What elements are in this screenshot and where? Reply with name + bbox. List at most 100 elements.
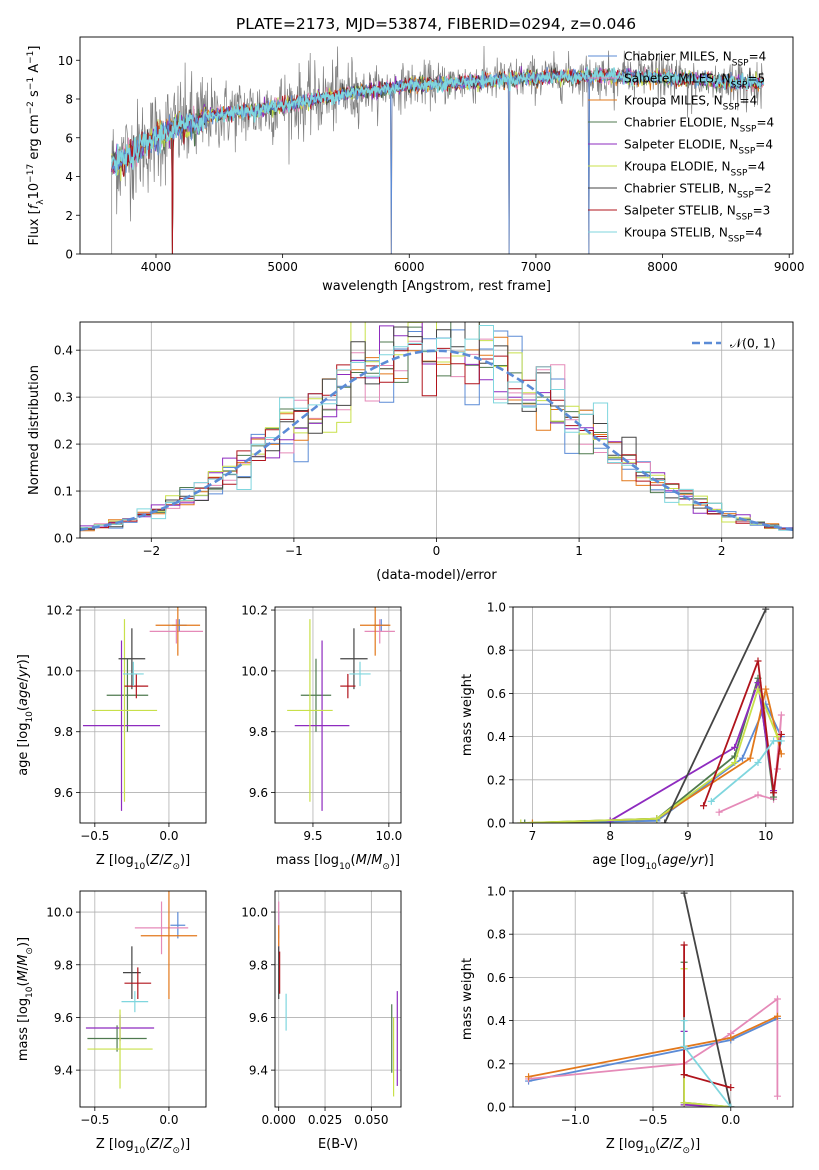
plot-mass-vs-Z: −0.5 0.0 9.4 9.6 9.8 10.0 Z [log10(Z/Z⊙)] mass … [16,890,207,1156]
y-tick-label: 9.6 [54,786,73,800]
axes-decoration: 9.5 10.0 9.6 9.8 10.0 10.2 mass [log10(M/M⊙)] [241,604,402,872]
y-tick-label: 8 [65,93,73,107]
legend-label-1: Salpeter MILES, NSSP=5 [624,72,765,91]
x-tick-label: 0.050 [354,1113,388,1127]
axes-decoration: 4000 5000 6000 7000 8000 9000 0 2 4 6 8 10 wavelengt… [26,46,804,295]
axes-decoration: 7 8 9 10 0.0 0.2 0.4 0.6 0.8 1.0 age [log10(age/yr… [460,601,773,873]
series-marker-2 [773,1012,781,1020]
y-axis-label: mass weight [460,674,475,756]
y-tick-label: 10.0 [46,664,73,678]
series-marker-0 [738,754,746,762]
x-axis-label: (data-model)/error [376,568,497,583]
y-tick-label: 0.4 [487,730,506,744]
axes-frame [79,36,794,255]
y-tick-label: 9.4 [249,1064,268,1078]
axes-frame [79,321,794,539]
series-marker-5 [754,685,762,693]
series-marker-3 [521,819,529,823]
y-tick-label: 9.8 [54,958,73,972]
series-marker-7 [770,789,778,797]
series-marker-6 [661,819,669,823]
series-line-4 [609,682,775,822]
series-marker-8 [770,737,778,745]
series-marker-1 [715,808,723,816]
plot-age-vs-Z: −0.5 0.0 9.6 9.8 10.0 10.2 Z [log10(Z/Z⊙)] age … [16,604,207,872]
x-tick-label: 0.0 [721,1113,740,1127]
series-marker-7 [700,802,708,810]
plot-spectrum: 4000 5000 6000 7000 8000 9000 0 2 4 6 8 10 wavelengt… [26,36,804,295]
y-tick-label: 2 [65,209,73,223]
x-tick-label: 9.5 [303,829,322,843]
x-tick-label: 6000 [394,260,425,274]
x-tick-label: 0.0 [159,829,178,843]
x-tick-label: 10.0 [375,829,402,843]
axes-decoration: −0.5 0.0 9.4 9.6 9.8 10.0 Z [log10(Z/Z⊙)] mass … [16,906,190,1156]
y-tick-label: 0.6 [487,687,506,701]
x-tick-label: 7000 [521,260,552,274]
series-marker-7 [727,1084,735,1092]
y-tick-label: 10.0 [241,664,268,678]
series-line-7 [702,660,783,807]
y-tick-label: 10.2 [46,604,73,618]
series-marker-1 [773,995,781,1003]
legend-label-3: Chabrier ELODIE, NSSP=4 [624,116,774,135]
series-marker-7 [680,941,688,949]
series-line-8 [710,740,782,803]
y-tick-label: 9.4 [54,1064,73,1078]
axes-decoration: −2 −1 0 1 2 0.0 0.1 0.2 0.3 0.4 (data-model)/error… [27,344,726,583]
series-line-6 [683,893,732,1107]
axes-frame [274,890,402,1108]
x-axis-label: Z [log10(Z/Z⊙)] [606,1137,700,1156]
y-tick-label: 0.0 [487,1101,506,1115]
y-tick-label: 4 [65,170,73,184]
y-tick-label: 0.0 [487,817,506,831]
plot-area [82,607,204,811]
x-tick-label: −0.5 [80,829,109,843]
x-tick-label: −1 [285,544,303,558]
legend-label-6: Chabrier STELIB, NSSP=2 [624,182,772,201]
series-marker-8 [754,759,762,767]
series-marker-5 [731,759,739,767]
x-tick-label: 1 [575,544,583,558]
plot-residuals: −2 −1 0 1 2 0.0 0.1 0.2 0.3 0.4 (data-model)/error… [27,321,794,583]
series-marker-1 [773,1092,781,1100]
plot-area [525,891,781,1107]
plot-area [80,322,793,534]
axes-frame [274,606,402,824]
axes-decoration: −1.0 −0.5 0.0 0.0 0.2 0.4 0.6 0.8 1.0 Z [log10(Z/… [460,885,740,1157]
y-tick-label: 1.0 [487,601,506,615]
series-marker-7 [777,730,785,738]
hist-series-8 [80,325,793,532]
legend: 𝒩(0, 1) [692,336,776,351]
x-tick-label: 0 [433,544,441,558]
y-axis-label: age [log10(age/yr)] [16,654,35,776]
series-line-7 [683,945,732,1089]
x-tick-label: 9 [684,829,692,843]
y-tick-label: 9.6 [249,1011,268,1025]
spectrum-model-line-8 [111,66,765,176]
figure-title: PLATE=2173, MJD=53874, FIBERID=0294, z=0… [236,15,636,33]
plot-area [278,901,398,1097]
plot-area [287,607,395,811]
y-tick-label: 10.0 [46,906,73,920]
plot-mass-vs-EBV: 0.000 0.025 0.050 9.4 9.6 9.8 10.0 E(B-V) [241,890,402,1152]
y-tick-label: 0.4 [54,344,73,358]
series-marker-8 [707,797,715,805]
series-marker-8 [777,737,785,745]
y-axis-label: mass weight [460,958,475,1040]
series-marker-7 [754,657,762,665]
plot-massweight-vs-Z: −1.0 −0.5 0.0 0.0 0.2 0.4 0.6 0.8 1.0 Z [log10(Z/… [460,885,794,1157]
y-tick-label: 9.8 [249,725,268,739]
y-tick-label: 0 [65,248,73,262]
y-tick-label: 9.8 [54,725,73,739]
legend-label-4: Salpeter ELODIE, NSSP=4 [624,138,773,157]
y-tick-label: 0.2 [487,773,506,787]
series-marker-8 [680,1017,688,1025]
y-tick-label: 10.0 [241,906,268,920]
series-marker-6 [680,891,688,897]
legend-label-0: Chabrier MILES, NSSP=4 [624,50,766,69]
x-axis-label: mass [log10(M/M⊙)] [276,853,400,872]
legend-label-7: Salpeter STELIB, NSSP=3 [624,204,770,223]
series-line-3 [524,678,775,823]
